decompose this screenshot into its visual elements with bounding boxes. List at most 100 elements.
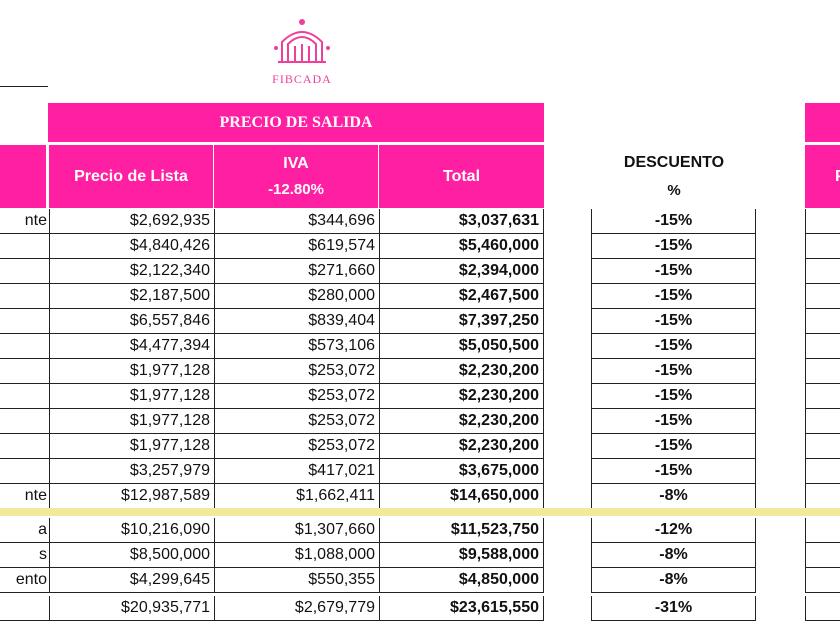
descuento-cell: -15% bbox=[591, 309, 756, 334]
precio-cell: $1,977,128 bbox=[49, 409, 214, 434]
iva-cell: $271,660 bbox=[214, 259, 379, 284]
right-partial-cell bbox=[805, 409, 840, 434]
table-row: ento $4,299,645 $550,355 $4,850,000 -8% bbox=[0, 568, 840, 593]
header-precio-lista: Precio de Lista bbox=[49, 145, 214, 208]
table-row: $1,977,128 $253,072 $2,230,200 -15% bbox=[0, 359, 840, 384]
table-row: s $8,500,000 $1,088,000 $9,588,000 -8% bbox=[0, 543, 840, 568]
precio-cell: $2,187,500 bbox=[49, 284, 214, 309]
right-partial-cell bbox=[805, 359, 840, 384]
section-banner-right bbox=[805, 103, 840, 142]
header-descuento-label: DESCUENTO bbox=[623, 154, 725, 171]
row-label: s bbox=[0, 543, 49, 568]
descuento-cell: -15% bbox=[591, 259, 756, 284]
header-iva: IVA -12.80% bbox=[214, 145, 379, 208]
table-row: $1,977,128 $253,072 $2,230,200 -15% bbox=[0, 384, 840, 409]
right-partial-cell bbox=[805, 434, 840, 459]
header-right-partial: P bbox=[805, 145, 840, 208]
iva-cell: $550,355 bbox=[214, 568, 379, 593]
header-precio-lista-label: Precio de Lista bbox=[74, 167, 188, 185]
row-label: ento bbox=[0, 568, 49, 593]
header-right-partial-label: P bbox=[835, 168, 840, 186]
iva-cell: $1,307,660 bbox=[214, 518, 379, 543]
row-label: a bbox=[0, 518, 49, 543]
total-cell: $23,615,550 bbox=[379, 596, 544, 621]
header-iva-rate: -12.80% bbox=[268, 181, 324, 198]
descuento-cell: -15% bbox=[591, 234, 756, 259]
descuento-cell: -15% bbox=[591, 409, 756, 434]
iva-cell: $619,574 bbox=[214, 234, 379, 259]
descuento-cell: -8% bbox=[591, 568, 756, 593]
precio-cell: $1,977,128 bbox=[49, 434, 214, 459]
row-label bbox=[0, 459, 49, 484]
right-partial-cell bbox=[805, 459, 840, 484]
right-partial-cell bbox=[805, 284, 840, 309]
right-partial-cell bbox=[805, 209, 840, 234]
row-label: nte bbox=[0, 484, 49, 509]
iva-cell: $573,106 bbox=[214, 334, 379, 359]
precio-cell: $8,500,000 bbox=[49, 543, 214, 568]
right-partial-cell bbox=[805, 596, 840, 621]
descuento-cell: -15% bbox=[591, 209, 756, 234]
iva-cell: $253,072 bbox=[214, 409, 379, 434]
precio-cell: $3,257,979 bbox=[49, 459, 214, 484]
table-row: $6,557,846 $839,404 $7,397,250 -15% bbox=[0, 309, 840, 334]
row-label bbox=[0, 434, 49, 459]
total-cell: $5,460,000 bbox=[379, 234, 544, 259]
total-cell: $4,850,000 bbox=[379, 568, 544, 593]
row-label bbox=[0, 334, 49, 359]
divider bbox=[0, 86, 48, 87]
row-label bbox=[0, 359, 49, 384]
descuento-cell: -15% bbox=[591, 459, 756, 484]
table-row: $4,840,426 $619,574 $5,460,000 -15% bbox=[0, 234, 840, 259]
descuento-cell: -31% bbox=[591, 596, 756, 621]
logo-text: FIBCADA bbox=[272, 72, 332, 86]
descuento-cell: -15% bbox=[591, 384, 756, 409]
row-label bbox=[0, 259, 49, 284]
row-label: nte bbox=[0, 209, 49, 234]
total-cell: $5,050,500 bbox=[379, 334, 544, 359]
total-cell: $3,037,631 bbox=[379, 209, 544, 234]
table-row: $4,477,394 $573,106 $5,050,500 -15% bbox=[0, 334, 840, 359]
right-partial-cell bbox=[805, 484, 840, 509]
precio-cell: $12,987,589 bbox=[49, 484, 214, 509]
iva-cell: $253,072 bbox=[214, 434, 379, 459]
table-row: $20,935,771 $2,679,779 $23,615,550 -31% bbox=[0, 596, 840, 621]
iva-cell: $1,088,000 bbox=[214, 543, 379, 568]
total-cell: $14,650,000 bbox=[379, 484, 544, 509]
descuento-cell: -8% bbox=[591, 543, 756, 568]
section-banner: PRECIO DE SALIDA bbox=[48, 103, 544, 142]
right-partial-cell bbox=[805, 234, 840, 259]
row-label bbox=[0, 284, 49, 309]
total-cell: $2,230,200 bbox=[379, 384, 544, 409]
header-total: Total bbox=[379, 145, 544, 208]
table-row: nte $12,987,589 $1,662,411 $14,650,000 -… bbox=[0, 484, 840, 509]
table-row: $1,977,128 $253,072 $2,230,200 -15% bbox=[0, 434, 840, 459]
precio-cell: $2,122,340 bbox=[49, 259, 214, 284]
iva-cell: $417,021 bbox=[214, 459, 379, 484]
iva-cell: $344,696 bbox=[214, 209, 379, 234]
brand-logo: FIBCADA bbox=[262, 14, 342, 94]
iva-cell: $253,072 bbox=[214, 384, 379, 409]
right-partial-cell bbox=[805, 309, 840, 334]
table-row: $2,122,340 $271,660 $2,394,000 -15% bbox=[0, 259, 840, 284]
precio-cell: $10,216,090 bbox=[49, 518, 214, 543]
table-row: $3,257,979 $417,021 $3,675,000 -15% bbox=[0, 459, 840, 484]
total-cell: $9,588,000 bbox=[379, 543, 544, 568]
precio-cell: $6,557,846 bbox=[49, 309, 214, 334]
total-cell: $2,394,000 bbox=[379, 259, 544, 284]
header-total-label: Total bbox=[442, 167, 481, 185]
row-label bbox=[0, 409, 49, 434]
total-cell: $3,675,000 bbox=[379, 459, 544, 484]
total-cell: $2,230,200 bbox=[379, 434, 544, 459]
right-partial-cell bbox=[805, 384, 840, 409]
row-label bbox=[0, 234, 49, 259]
right-partial-cell bbox=[805, 543, 840, 568]
arch-building-icon bbox=[274, 19, 330, 63]
iva-cell: $1,662,411 bbox=[214, 484, 379, 509]
total-cell: $7,397,250 bbox=[379, 309, 544, 334]
precio-cell: $4,477,394 bbox=[49, 334, 214, 359]
right-partial-cell bbox=[805, 334, 840, 359]
descuento-cell: -15% bbox=[591, 334, 756, 359]
total-cell: $2,467,500 bbox=[379, 284, 544, 309]
precio-cell: $1,977,128 bbox=[49, 359, 214, 384]
